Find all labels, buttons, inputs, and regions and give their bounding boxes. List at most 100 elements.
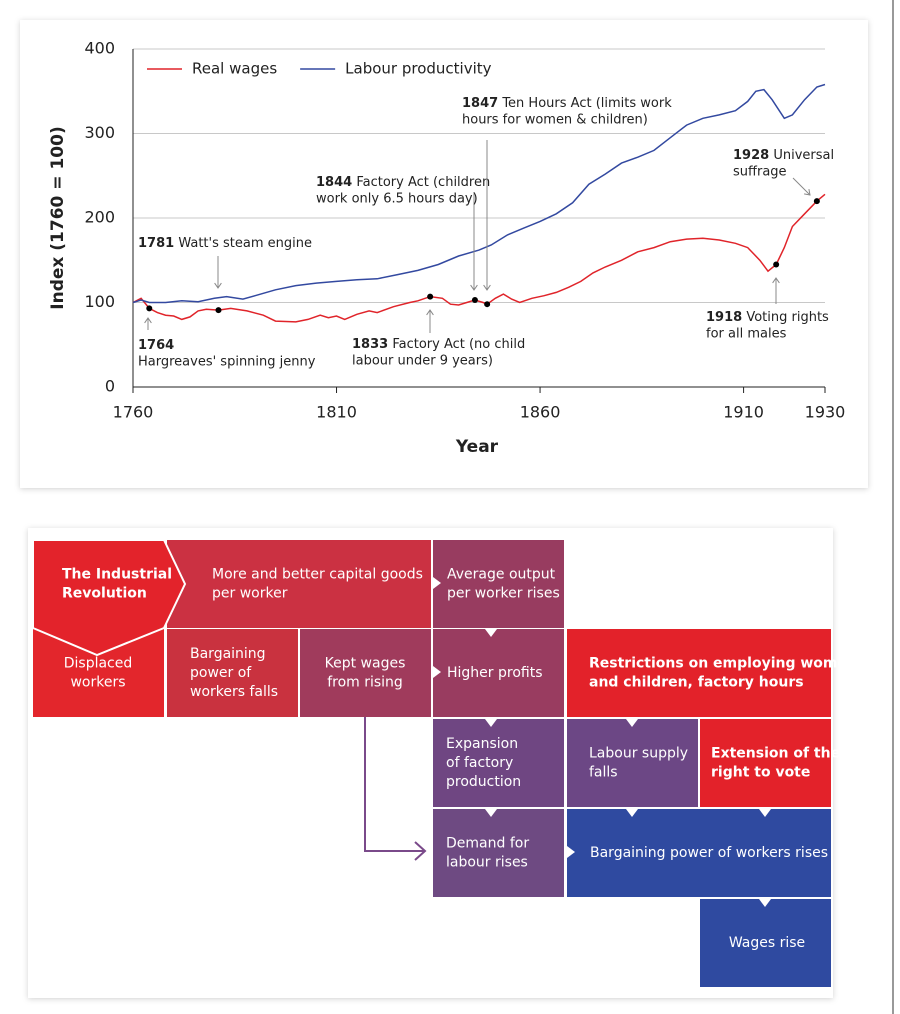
flow-marker bbox=[433, 666, 441, 678]
node-label: Demand for bbox=[446, 836, 529, 852]
arrow-head bbox=[470, 284, 478, 291]
node-label: of factory bbox=[446, 755, 513, 771]
x-tick-label: 1810 bbox=[316, 403, 357, 422]
node-label: Restrictions on employing women bbox=[589, 656, 857, 672]
node-label: Kept wages bbox=[325, 656, 406, 672]
annotation-text: Watt's steam engine bbox=[178, 236, 312, 251]
annotation: 1833 Factory Act (no child bbox=[352, 337, 525, 352]
annotation-year: 1928 bbox=[733, 148, 769, 163]
node-label: Expansion bbox=[446, 736, 518, 752]
y-tick-label: 100 bbox=[84, 292, 115, 311]
node-label: Average output bbox=[447, 567, 556, 583]
x-tick-label: 1760 bbox=[113, 403, 154, 422]
event-point bbox=[146, 305, 153, 312]
node-box bbox=[167, 540, 431, 628]
flow-marker bbox=[759, 899, 771, 907]
line-series bbox=[132, 83, 826, 304]
flow-marker bbox=[759, 809, 771, 817]
flow-marker bbox=[433, 577, 441, 589]
arrow-head bbox=[804, 189, 811, 196]
node-label: labour rises bbox=[446, 855, 528, 871]
annotation-year: 1847 bbox=[462, 96, 498, 111]
node-label: per worker rises bbox=[447, 586, 560, 602]
event-point bbox=[773, 261, 780, 268]
annotation: 1928 Universal bbox=[733, 148, 834, 163]
arrow-head bbox=[772, 277, 780, 284]
annotation-text: Factory Act (no child bbox=[392, 337, 525, 352]
node-label: Bargaining bbox=[190, 646, 266, 662]
annotation: 1918 Voting rights bbox=[706, 310, 829, 325]
node-label: More and better capital goods bbox=[212, 567, 423, 583]
annotation-arrow bbox=[792, 177, 811, 196]
arrow-head bbox=[483, 284, 491, 291]
annotation-text: work only 6.5 hours day) bbox=[316, 192, 478, 207]
node-label: The Industrial bbox=[62, 567, 172, 583]
node-box bbox=[167, 629, 298, 717]
node-label: and children, factory hours bbox=[589, 675, 804, 691]
node-label: Extension of the bbox=[711, 746, 840, 762]
annotation: 1844 Factory Act (children bbox=[316, 175, 490, 190]
node-box bbox=[433, 809, 564, 897]
annotation-text: Hargreaves' spinning jenny bbox=[138, 355, 316, 370]
event-point bbox=[215, 307, 222, 314]
legend-label: Real wages bbox=[192, 60, 277, 78]
legend-label: Labour productivity bbox=[345, 60, 491, 78]
annotation: 1781 Watt's steam engine bbox=[138, 236, 312, 251]
event-point bbox=[484, 301, 491, 308]
annotation-text: hours for women & children) bbox=[462, 113, 648, 128]
arrow-head bbox=[426, 309, 434, 316]
node-label: Higher profits bbox=[447, 665, 543, 681]
node-box bbox=[300, 629, 431, 717]
event-point bbox=[427, 293, 434, 300]
node-label: Bargaining power of workers rises bbox=[590, 845, 828, 861]
flow-marker bbox=[626, 809, 638, 817]
annotation-text: labour under 9 years) bbox=[352, 354, 493, 369]
flow-marker bbox=[485, 629, 497, 637]
annotation-text: Factory Act (children bbox=[356, 175, 490, 190]
x-axis-label: Year bbox=[455, 437, 499, 457]
node-box bbox=[567, 629, 831, 717]
node-label: production bbox=[446, 774, 521, 790]
flow-marker bbox=[567, 846, 575, 858]
x-tick-label: 1860 bbox=[520, 403, 561, 422]
arrow-head bbox=[144, 317, 152, 324]
chart: Year Index (1760 = 100) 0 100 200 300 400 176… bbox=[48, 39, 845, 458]
annotation-year: 1918 bbox=[706, 310, 742, 325]
node-box bbox=[433, 540, 564, 628]
node-box bbox=[567, 719, 698, 807]
annotation-text: Voting rights bbox=[746, 310, 829, 325]
node-label: falls bbox=[589, 765, 618, 781]
flow-marker bbox=[485, 719, 497, 727]
x-tick-label: 1930 bbox=[805, 403, 846, 422]
annotation-text: Universal bbox=[773, 148, 834, 163]
node-label: from rising bbox=[327, 675, 403, 691]
arrow-head bbox=[214, 282, 222, 289]
annotation-year: 1844 bbox=[316, 175, 352, 190]
x-tick-label: 1910 bbox=[723, 403, 764, 422]
annotation-year: 1781 bbox=[138, 236, 174, 251]
annotation-text: suffrage bbox=[733, 165, 787, 180]
node-box bbox=[32, 539, 187, 657]
node-box bbox=[700, 899, 831, 987]
node-box bbox=[700, 719, 831, 807]
flow-marker bbox=[485, 809, 497, 817]
flow-arrow-head bbox=[414, 841, 427, 861]
chart-card bbox=[20, 20, 868, 488]
node-label: Wages rise bbox=[729, 935, 805, 951]
node-label: power of bbox=[190, 665, 252, 681]
annotation: 1764 bbox=[138, 338, 174, 353]
y-tick-label: 300 bbox=[84, 123, 115, 142]
node-label: workers falls bbox=[190, 684, 278, 700]
node-box bbox=[433, 719, 564, 807]
y-tick-label: 200 bbox=[84, 208, 115, 227]
event-point bbox=[813, 198, 820, 205]
node-label: Displaced bbox=[64, 656, 133, 672]
node-label: Labour supply bbox=[589, 746, 688, 762]
event-point bbox=[471, 296, 478, 303]
annotation-text: for all males bbox=[706, 327, 787, 342]
y-tick-label: 400 bbox=[84, 39, 115, 58]
y-tick-label: 0 bbox=[105, 377, 115, 396]
y-axis-label: Index (1760 = 100) bbox=[48, 126, 68, 309]
node-label: per worker bbox=[212, 586, 288, 602]
annotation-year: 1764 bbox=[138, 338, 174, 353]
